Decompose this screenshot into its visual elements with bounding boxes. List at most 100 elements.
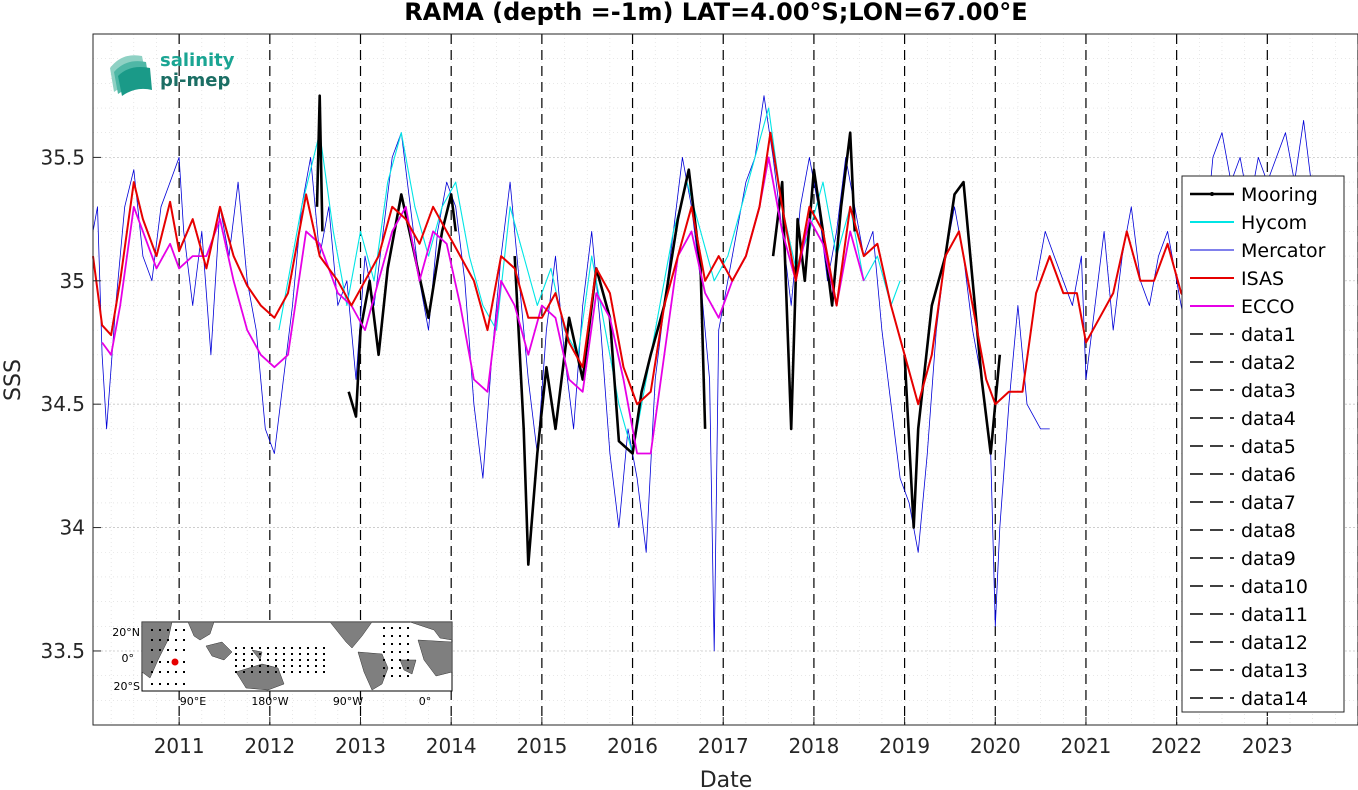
- y-tick-label: 33.5: [40, 639, 85, 663]
- inset-buoy-dot: [259, 665, 261, 667]
- inset-lon-label-180w: 180°W: [251, 695, 288, 708]
- inset-buoy-dot: [151, 649, 153, 651]
- inset-buoy-dot: [259, 671, 261, 673]
- inset-buoy-dot: [391, 635, 393, 637]
- series-mooring-segment-4: [903, 180, 1002, 529]
- x-tick-label: 2012: [244, 734, 295, 758]
- legend-label: data12: [1241, 632, 1308, 654]
- inset-buoy-dot: [243, 659, 245, 661]
- x-tick-label: 2021: [1061, 734, 1112, 758]
- inset-buoy-dot: [307, 659, 309, 661]
- legend-marker: [1210, 192, 1214, 196]
- inset-land: [141, 621, 453, 691]
- inset-buoy-dot: [159, 629, 161, 631]
- legend-label: Hycom: [1241, 212, 1307, 234]
- inset-buoy-dot: [315, 647, 317, 649]
- inset-buoy-dot: [183, 649, 185, 651]
- inset-buoy-dot: [159, 683, 161, 685]
- inset-buoy-dot: [407, 675, 409, 677]
- inset-buoy-dot: [315, 665, 317, 667]
- inset-buoy-dot: [399, 651, 401, 653]
- y-tick-label: 35.5: [40, 145, 85, 169]
- legend-label: data8: [1241, 520, 1296, 542]
- inset-buoy-dot: [151, 671, 153, 673]
- inset-buoy-dot: [159, 649, 161, 651]
- series-hycom-segment-0: [278, 107, 901, 455]
- inset-buoy-dot: [307, 647, 309, 649]
- inset-buoy-dot: [167, 683, 169, 685]
- inset-buoy-dot: [283, 665, 285, 667]
- inset-lat-label-n: 20°N: [112, 626, 140, 639]
- inset-buoy-dot: [299, 665, 301, 667]
- inset-buoy-dot: [315, 653, 317, 655]
- legend-item: ISAS: [1190, 268, 1284, 290]
- inset-buoy-dot: [259, 653, 261, 655]
- legend-item: data4: [1190, 408, 1296, 430]
- inset-buoy-dot: [183, 671, 185, 673]
- inset-buoy-dot: [183, 629, 185, 631]
- inset-buoy-dot: [159, 639, 161, 641]
- inset-buoy-dot: [315, 671, 317, 673]
- inset-buoy-dot: [151, 629, 153, 631]
- inset-buoy-dot: [391, 675, 393, 677]
- inset-buoy-dot: [235, 671, 237, 673]
- legend-item: data7: [1190, 492, 1296, 514]
- legend-item: data3: [1190, 380, 1296, 402]
- inset-buoy-dot: [275, 653, 277, 655]
- inset-buoy-dot: [267, 647, 269, 649]
- legend-label: Mercator: [1241, 240, 1326, 262]
- inset-buoy-dot: [307, 671, 309, 673]
- inset-buoy-dot: [291, 653, 293, 655]
- x-tick-label: 2011: [154, 734, 205, 758]
- inset-buoy-dot: [267, 665, 269, 667]
- legend-label: data9: [1241, 548, 1296, 570]
- salinity-pimep-logo: salinity pi-mep: [110, 50, 235, 96]
- inset-buoy-dot: [243, 665, 245, 667]
- legend-item: data10: [1190, 576, 1308, 598]
- legend-label: data5: [1241, 436, 1296, 458]
- inset-buoy-dot: [251, 659, 253, 661]
- inset-buoy-dot: [407, 667, 409, 669]
- series-mooring-segment-3: [771, 131, 856, 431]
- chart-title: RAMA (depth =-1m) LAT=4.00°S;LON=67.00°E: [404, 0, 1027, 26]
- inset-buoy-dot: [275, 665, 277, 667]
- inset-buoy-dot: [235, 647, 237, 649]
- inset-buoy-dot: [383, 635, 385, 637]
- inset-buoy-dot: [275, 671, 277, 673]
- inset-lon-label-90e: 90°E: [180, 695, 206, 708]
- x-tick-label: 2016: [607, 734, 658, 758]
- y-axis-label: SSS: [1, 359, 26, 401]
- inset-lat-label-eq: 0°: [122, 652, 135, 665]
- inset-buoy-dot: [235, 659, 237, 661]
- inset-buoy-dot: [167, 661, 169, 663]
- legend-item: data8: [1190, 520, 1296, 542]
- series-mooring-segment-1: [315, 94, 324, 232]
- inset-buoy-dot: [299, 659, 301, 661]
- legend-item: data6: [1190, 464, 1296, 486]
- inset-buoy-dot: [307, 665, 309, 667]
- inset-buoy-dot: [151, 683, 153, 685]
- inset-buoy-dot: [323, 653, 325, 655]
- legend-label: ECCO: [1241, 296, 1295, 318]
- inset-buoy-dot: [399, 643, 401, 645]
- inset-buoy-dot: [399, 635, 401, 637]
- x-tick-label: 2022: [1151, 734, 1202, 758]
- inset-buoy-dot: [283, 653, 285, 655]
- legend-item: data12: [1190, 632, 1308, 654]
- inset-buoy-dot: [291, 647, 293, 649]
- inset-buoy-dot: [383, 675, 385, 677]
- inset-buoy-dot: [175, 629, 177, 631]
- inset-map: 20°N 0° 20°S 90°E 180°W 90°W 0°: [112, 621, 453, 708]
- inset-buoy-dot: [183, 639, 185, 641]
- inset-buoy-dot: [167, 629, 169, 631]
- x-tick-label: 2015: [516, 734, 567, 758]
- inset-buoy-dot: [259, 647, 261, 649]
- inset-buoy-dot: [391, 659, 393, 661]
- x-tick-label: 2023: [1242, 734, 1293, 758]
- inset-buoy-dot: [243, 647, 245, 649]
- inset-buoy-dot: [315, 659, 317, 661]
- inset-buoy-dot: [291, 659, 293, 661]
- x-tick-label: 2019: [879, 734, 930, 758]
- x-tick-label: 2020: [970, 734, 1021, 758]
